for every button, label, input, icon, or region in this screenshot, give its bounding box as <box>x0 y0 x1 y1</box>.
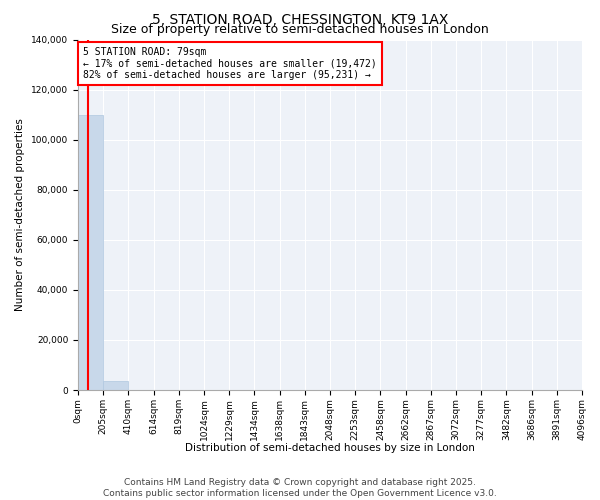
Text: Contains HM Land Registry data © Crown copyright and database right 2025.
Contai: Contains HM Land Registry data © Crown c… <box>103 478 497 498</box>
Bar <box>78 115 103 390</box>
Text: Size of property relative to semi-detached houses in London: Size of property relative to semi-detach… <box>111 22 489 36</box>
Bar <box>103 381 128 390</box>
Text: 5 STATION ROAD: 79sqm
← 17% of semi-detached houses are smaller (19,472)
82% of : 5 STATION ROAD: 79sqm ← 17% of semi-deta… <box>83 47 377 80</box>
X-axis label: Distribution of semi-detached houses by size in London: Distribution of semi-detached houses by … <box>185 442 475 452</box>
Y-axis label: Number of semi-detached properties: Number of semi-detached properties <box>16 118 25 312</box>
Text: 5, STATION ROAD, CHESSINGTON, KT9 1AX: 5, STATION ROAD, CHESSINGTON, KT9 1AX <box>152 12 448 26</box>
